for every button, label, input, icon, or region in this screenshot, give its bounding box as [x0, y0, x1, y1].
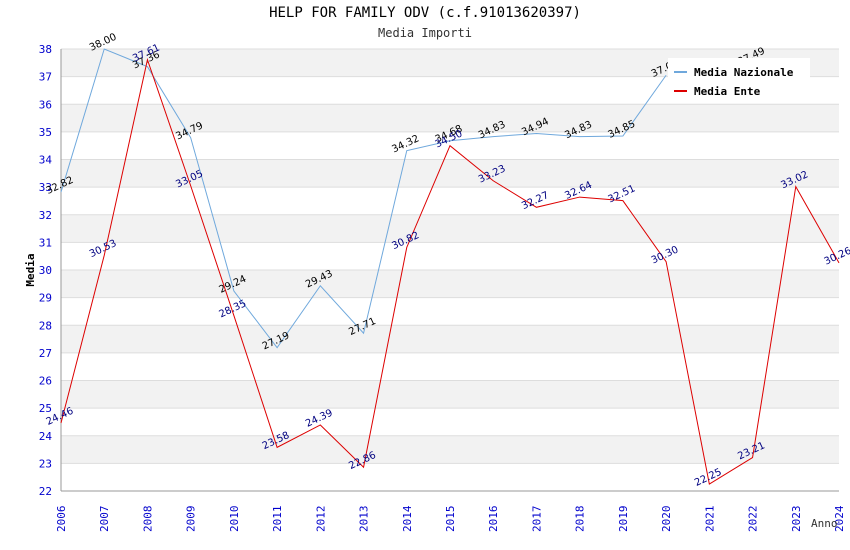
- x-tick-label: 2010: [228, 506, 241, 533]
- grid-band: [61, 297, 839, 326]
- series-line-media-ente: [60, 57, 840, 485]
- y-tick-label: 30: [39, 264, 52, 277]
- y-tick-label: 23: [39, 457, 52, 470]
- legend-label: Media Nazionale: [694, 66, 794, 79]
- grid-band: [61, 242, 839, 270]
- x-axis-label: Anno: [811, 517, 838, 530]
- chart-subtitle: Media Importi: [378, 26, 472, 40]
- legend-label: Media Ente: [694, 85, 761, 98]
- x-tick-label: 2015: [444, 506, 457, 533]
- grid-band: [61, 463, 839, 491]
- grid-band: [61, 104, 839, 132]
- grid-band: [61, 214, 839, 243]
- x-tick-label: 2007: [98, 506, 111, 533]
- grid-band: [61, 325, 839, 353]
- x-tick-label: 2017: [530, 506, 543, 533]
- x-tick-label: 2012: [314, 506, 327, 533]
- grid-band: [61, 270, 839, 298]
- y-tick-label: 24: [39, 430, 53, 443]
- x-tick-label: 2014: [401, 505, 414, 532]
- y-tick-label: 35: [39, 126, 52, 139]
- grid-band: [61, 159, 839, 188]
- chart-title: HELP FOR FAMILY ODV (c.f.91013620397): [269, 5, 581, 21]
- y-tick-label: 31: [39, 236, 52, 249]
- y-tick-label: 38: [39, 43, 52, 56]
- y-tick-label: 26: [39, 375, 52, 388]
- grid-band: [61, 187, 839, 215]
- x-tick-label: 2021: [703, 506, 716, 533]
- x-tick-label: 2020: [660, 506, 673, 533]
- x-tick-label: 2009: [185, 506, 198, 533]
- grid-band: [61, 352, 839, 381]
- y-tick-label: 34: [39, 154, 53, 167]
- y-tick-label: 22: [39, 485, 52, 498]
- x-tick-label: 2018: [574, 506, 587, 533]
- x-tick-label: 2016: [487, 506, 500, 533]
- y-tick-label: 33: [39, 181, 52, 194]
- x-tick-label: 2024: [833, 505, 846, 532]
- series-line-media-nazionale: [60, 48, 667, 349]
- y-tick-label: 29: [39, 292, 52, 305]
- x-tick-label: 2006: [55, 506, 68, 533]
- x-tick-label: 2011: [271, 506, 284, 533]
- x-tick-label: 2008: [141, 506, 154, 533]
- x-tick-label: 2019: [617, 506, 630, 533]
- y-tick-label: 27: [39, 347, 52, 360]
- legend-box: [668, 58, 810, 102]
- y-tick-label: 32: [39, 209, 52, 222]
- y-tick-label: 37: [39, 71, 52, 84]
- x-tick-label: 2023: [790, 506, 803, 533]
- y-tick-label: 28: [39, 319, 52, 332]
- x-tick-label: 2013: [358, 506, 371, 533]
- grid-band: [61, 380, 839, 409]
- x-tick-label: 2022: [747, 506, 760, 533]
- grid-band: [61, 435, 839, 464]
- grid-band: [61, 408, 839, 436]
- y-tick-label: 36: [39, 98, 52, 111]
- y-tick-label: 25: [39, 402, 52, 415]
- y-axis-label: Media: [24, 253, 37, 286]
